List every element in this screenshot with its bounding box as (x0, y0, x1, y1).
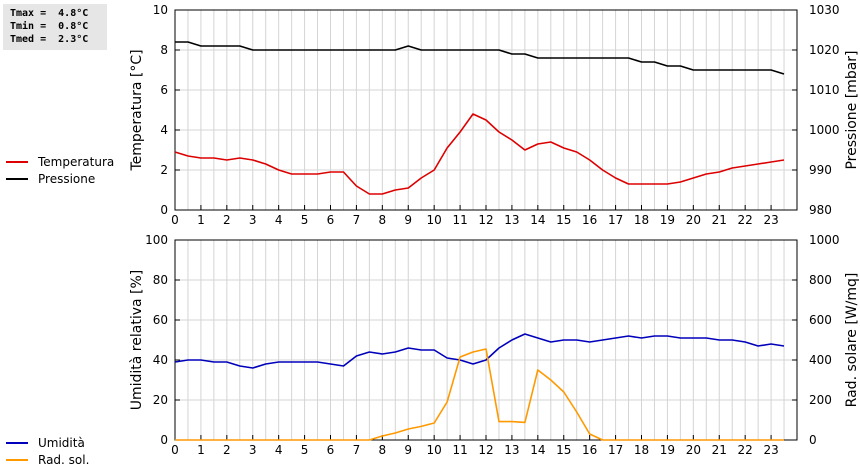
panel2-xtick-label: 1 (197, 443, 205, 457)
panel1-ytick-label: 8 (160, 43, 168, 57)
panel2-xtick-label: 10 (427, 443, 442, 457)
panel2-xtick-label: 18 (634, 443, 649, 457)
panel2-xtick-label: 19 (660, 443, 675, 457)
legend-top: Temperatura Pressione (6, 153, 114, 187)
series-line-temperatura (174, 113, 785, 195)
panel1-ytick-label: 4 (160, 123, 168, 137)
panel2-xtick-label: 21 (712, 443, 727, 457)
panel1-xtick-label: 8 (379, 213, 387, 227)
stat-tmin: Tmin = 0.8°C (10, 21, 89, 32)
panel2-ytick-label: 40 (153, 353, 168, 367)
legend-swatch-umidita (6, 441, 28, 444)
panel1-y2tick-label: 1020 (809, 43, 840, 57)
panel1-xtick-label: 18 (634, 213, 649, 227)
panel1-xtick-label: 5 (301, 213, 309, 227)
panel2-ytick-label: 0 (160, 433, 168, 447)
panel1-xtick-label: 14 (530, 213, 545, 227)
panel1-xtick-label: 7 (353, 213, 361, 227)
legend-swatch-pressione (6, 177, 28, 180)
panel2-xtick-label: 14 (530, 443, 545, 457)
legend-item-umidita: Umidità (6, 434, 89, 451)
panel2-ytick-label: 100 (145, 233, 168, 247)
panel2-xtick-label: 16 (582, 443, 597, 457)
panel2-xtick-label: 2 (223, 443, 231, 457)
panel1-xtick-label: 6 (327, 213, 335, 227)
panel2-y2tick-label: 800 (809, 273, 832, 287)
panel1-y2label: Pressione [mbar] (844, 50, 860, 169)
panel1-xtick-label: 9 (404, 213, 412, 227)
panel2-y2label: Rad. solare [W/mq] (844, 273, 860, 408)
panel1-xtick-label: 10 (427, 213, 442, 227)
panel2-xtick-label: 4 (275, 443, 283, 457)
panel2-xtick-label: 7 (353, 443, 361, 457)
panel1-xtick-label: 11 (452, 213, 467, 227)
panel1-xtick-label: 13 (504, 213, 519, 227)
panel1-xtick-label: 19 (660, 213, 675, 227)
panel2-xtick-label: 9 (404, 443, 412, 457)
legend-item-temperatura: Temperatura (6, 153, 114, 170)
panel1-xtick-label: 1 (197, 213, 205, 227)
panel1-ytick-label: 2 (160, 163, 168, 177)
panel2-xtick-label: 8 (379, 443, 387, 457)
series-line-umidit (174, 333, 785, 369)
panel1-xtick-label: 20 (686, 213, 701, 227)
panel2-y2tick-label: 400 (809, 353, 832, 367)
panel1-y2tick-label: 1000 (809, 123, 840, 137)
panel1-xtick-label: 23 (763, 213, 778, 227)
panel1-y2tick-label: 990 (809, 163, 832, 177)
series-line-pressione (175, 41, 785, 75)
panel2-y2tick-label: 600 (809, 313, 832, 327)
panel1-xtick-label: 4 (275, 213, 283, 227)
panel2-xtick-label: 5 (301, 443, 309, 457)
panel2-xtick-label: 12 (478, 443, 493, 457)
legend-swatch-temperatura (6, 160, 28, 163)
panel2-y2tick-label: 200 (809, 393, 832, 407)
panel2-xtick-label: 11 (452, 443, 467, 457)
panel2-xtick-label: 17 (608, 443, 623, 457)
panel1-xtick-label: 15 (556, 213, 571, 227)
panel1-xtick-label: 16 (582, 213, 597, 227)
panel2-xtick-label: 6 (327, 443, 335, 457)
panel2-xtick-label: 13 (504, 443, 519, 457)
stats-box: Tmax = 4.8°C Tmin = 0.8°C Tmed = 2.3°C (3, 4, 107, 50)
series-line-rad-sol (175, 348, 784, 441)
panel2-ytick-label: 60 (153, 313, 168, 327)
panel1-xtick-label: 0 (171, 213, 179, 227)
panel1-xtick-label: 21 (712, 213, 727, 227)
panel2-xtick-label: 15 (556, 443, 571, 457)
panel2-y2tick-label: 1000 (809, 233, 840, 247)
panel2-y2tick-label: 0 (809, 433, 817, 447)
panel1-ytick-label: 6 (160, 83, 168, 97)
panel2-ytick-label: 20 (153, 393, 168, 407)
panel1-ytick-label: 0 (160, 203, 168, 217)
panel1-xtick-label: 22 (738, 213, 753, 227)
stat-tmax: Tmax = 4.8°C (10, 8, 89, 19)
panel1-y2tick-label: 980 (809, 203, 832, 217)
panel1-xtick-label: 12 (478, 213, 493, 227)
panel2-xtick-label: 0 (171, 443, 179, 457)
legend-label-temperatura: Temperatura (38, 154, 115, 169)
panel2-ylabel: Umidità relativa [%] (129, 270, 145, 411)
legend-label-umidita: Umidità (38, 435, 85, 450)
panel1-ylabel: Temperatura [°C] (129, 49, 145, 171)
legend-item-pressione: Pressione (6, 170, 114, 187)
panel2-xtick-label: 20 (686, 443, 701, 457)
panel1-y2tick-label: 1010 (809, 83, 840, 97)
stat-tmed: Tmed = 2.3°C (10, 34, 89, 45)
panel2-xtick-label: 22 (738, 443, 753, 457)
panel1-y2tick-label: 1030 (809, 3, 840, 17)
panel2-xtick-label: 23 (763, 443, 778, 457)
panel1-xtick-label: 3 (249, 213, 257, 227)
legend-label-pressione: Pressione (38, 171, 96, 186)
panel1-xtick-label: 2 (223, 213, 231, 227)
panel1-ytick-label: 10 (153, 3, 168, 17)
panel2-ytick-label: 80 (153, 273, 168, 287)
panel2-xtick-label: 3 (249, 443, 257, 457)
panel1-xtick-label: 17 (608, 213, 623, 227)
